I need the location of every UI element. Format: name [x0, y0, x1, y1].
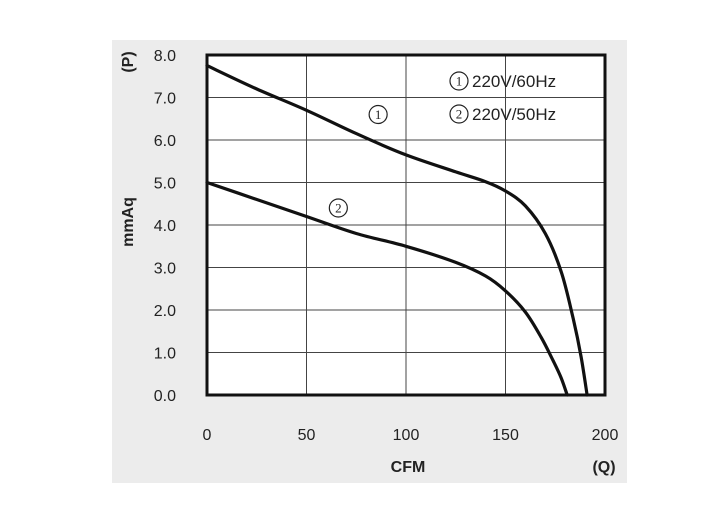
legend-label-2: 220V/50Hz: [472, 105, 556, 124]
y-tick-label-5: 5.0: [154, 176, 176, 193]
legend-marker-2-circle: [449, 104, 469, 124]
y-tick-label-0: 0.0: [154, 388, 176, 405]
legend-label-1: 220V/60Hz: [472, 72, 556, 91]
y-tick-label-6: 6.0: [154, 133, 176, 150]
x-tick-label-0: 0: [203, 427, 212, 444]
y-tick-label-1: 1.0: [154, 346, 176, 363]
x-tick-label-3: 150: [492, 427, 519, 444]
y-axis-unit: (P): [120, 51, 137, 72]
legend-item-1: 1 220V/60Hz: [449, 71, 556, 91]
series-line-1: [205, 63, 589, 397]
y-axis-label: mmAq: [120, 197, 137, 247]
y-tick-label-7: 7.0: [154, 91, 176, 108]
legend-marker-1-circle: [449, 71, 469, 91]
x-tick-label-2: 100: [393, 427, 420, 444]
legend-item-2: 2 220V/50Hz: [449, 104, 556, 124]
plot-border: [205, 53, 607, 397]
curves: [205, 63, 589, 397]
x-axis-unit: (Q): [592, 459, 615, 476]
legend: 1 220V/60Hz 2 220V/50Hz: [449, 71, 556, 124]
y-tick-label-4: 4.0: [154, 218, 176, 235]
x-tick-labels: 0 50 100 150 200: [203, 427, 619, 444]
y-tick-labels: 0.0 1.0 2.0 3.0 4.0 5.0 6.0 7.0 8.0: [154, 48, 176, 405]
x-tick-label-1: 50: [298, 427, 316, 444]
series-line-2: [205, 180, 569, 397]
curve-markers: 12: [328, 104, 388, 218]
curve-marker-1: 1: [375, 107, 382, 122]
curve-marker-2: 2: [335, 201, 342, 216]
y-tick-label-2: 2.0: [154, 303, 176, 320]
curve-marker-circle-2: [328, 198, 348, 218]
legend-marker-2: 2: [456, 107, 463, 122]
x-tick-label-4: 200: [592, 427, 619, 444]
y-tick-label-8: 8.0: [154, 48, 176, 65]
legend-marker-1: 1: [456, 74, 463, 89]
curve-marker-circle-1: [368, 104, 388, 125]
x-axis-label: CFM: [391, 459, 426, 476]
y-tick-label-3: 3.0: [154, 261, 176, 278]
